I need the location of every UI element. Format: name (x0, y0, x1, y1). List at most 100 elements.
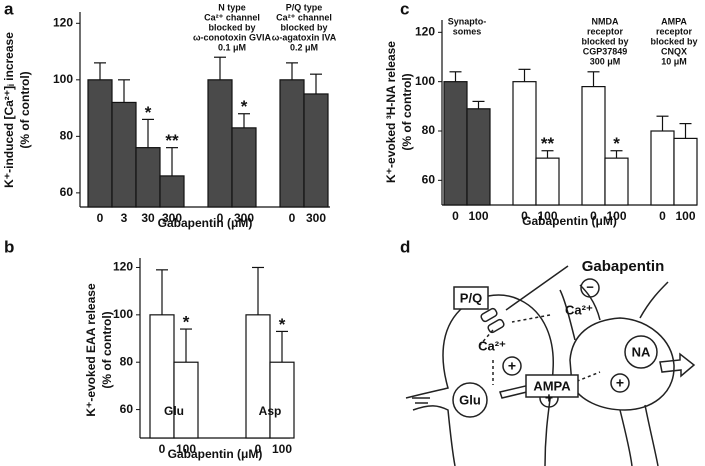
y-tick-label: 80 (120, 354, 134, 368)
plus-sign: + (545, 390, 553, 406)
group-label: NMDA (592, 16, 619, 26)
drug-arrow (505, 265, 569, 311)
bar (207, 79, 233, 208)
x-tick-label: 300 (162, 211, 182, 225)
panel-label: a (4, 0, 14, 18)
panel-label: b (4, 237, 14, 256)
group-label: ω-conotoxin GVIA (193, 32, 272, 42)
x-tick-label: 100 (468, 209, 488, 223)
y-tick-label: 120 (113, 260, 133, 274)
group-label: 10 μM (661, 56, 687, 66)
group-label: blocked by (581, 36, 628, 46)
bar (279, 79, 305, 208)
group-label: N type (218, 2, 246, 12)
channel-label: P/Q (460, 290, 482, 305)
x-tick-label: 0 (659, 209, 666, 223)
group-label: P/Q type (286, 2, 323, 12)
bar (231, 127, 257, 208)
y-axis-label: K⁺-evoked ³H-NA release (384, 41, 398, 183)
x-axis-label: Gabapentin (μM) (158, 216, 253, 230)
glu-vesicle (452, 382, 488, 418)
group-label: blocked by (280, 22, 327, 32)
ampa-label: AMPA (533, 378, 571, 393)
noradrenergic-terminal (569, 317, 675, 411)
x-tick-label: 0 (97, 211, 104, 225)
group-label: Ca²⁺ channel (204, 12, 260, 22)
drug-label: Gabapentin (582, 258, 665, 275)
x-tick-label: 0 (159, 442, 166, 456)
group-label: blocked by (650, 36, 697, 46)
y-tick-label: 100 (113, 307, 133, 321)
channel-icon (480, 307, 498, 323)
y-axis-label: (% of control) (18, 71, 32, 148)
significance: * (241, 97, 248, 116)
y-tick-label: 120 (415, 25, 435, 39)
significance: * (145, 103, 152, 122)
x-tick-label: 0 (590, 209, 597, 223)
bar (135, 147, 161, 208)
group-label: receptor (656, 26, 693, 36)
group-label: CGP37849 (583, 46, 628, 56)
y-axis-label: (% of control) (400, 73, 414, 150)
x-tick-label: 100 (176, 442, 196, 456)
glu-label: Glu (459, 392, 481, 407)
y-tick-label: 60 (422, 173, 436, 187)
x-tick-label: 100 (675, 209, 695, 223)
y-axis-label: K⁺-evoked EAA release (84, 283, 98, 417)
x-tick-label: 300 (234, 211, 254, 225)
x-tick-label: 100 (272, 442, 292, 456)
y-tick-label: 120 (53, 15, 73, 29)
y-axis-label: K⁺-induced [Ca²⁺]ᵢ increase (2, 32, 16, 188)
significance: * (183, 313, 190, 332)
group-label: CNQX (661, 46, 687, 56)
x-tick-label: 300 (306, 211, 326, 225)
group-label: 0.1 μM (218, 42, 246, 52)
significance: * (279, 315, 286, 334)
plus-circle (610, 373, 630, 393)
group-label: blocked by (208, 22, 255, 32)
group-label: Glu (164, 404, 184, 418)
x-axis-label: Gabapentin (μM) (522, 214, 617, 228)
x-axis-label: Gabapentin (μM) (168, 447, 263, 461)
group-label: receptor (587, 26, 624, 36)
ampa-box (525, 374, 579, 398)
bar (303, 93, 329, 208)
x-tick-label: 0 (255, 442, 262, 456)
ca-flux-arrow (511, 314, 551, 323)
x-tick-label: 30 (141, 211, 155, 225)
na-vesicle (624, 335, 658, 369)
x-tick-label: 0 (452, 209, 459, 223)
bar (512, 81, 537, 206)
y-tick-label: 80 (422, 123, 436, 137)
bar (87, 79, 113, 208)
group-label: Asp (259, 404, 282, 418)
channel-box (453, 286, 489, 310)
bar (535, 157, 560, 206)
group-label: somes (453, 26, 482, 36)
diagram (405, 265, 696, 466)
bar (673, 137, 698, 206)
bar (269, 361, 295, 439)
na-release-arrow (659, 352, 696, 378)
bar (173, 361, 199, 439)
group-label: ω-agatoxin IVA (272, 32, 337, 42)
bar (245, 314, 271, 439)
y-tick-label: 60 (60, 185, 74, 199)
significance: ** (165, 131, 179, 150)
x-tick-label: 100 (537, 209, 557, 223)
channel-icon (487, 318, 505, 334)
inhibit-circle (580, 278, 600, 298)
group-label: Synapto- (448, 16, 487, 26)
bar (466, 108, 491, 206)
panel-label: d (400, 237, 410, 256)
y-tick-label: 60 (120, 402, 134, 416)
plus-sign: + (508, 358, 516, 374)
x-tick-label: 0 (521, 209, 528, 223)
ca-label: Ca²⁺ (478, 338, 506, 353)
na-label: NA (632, 344, 651, 359)
bar (159, 175, 185, 208)
y-tick-label: 80 (60, 129, 74, 143)
group-label: 300 μM (590, 56, 621, 66)
bar (604, 157, 629, 206)
y-tick-label: 100 (415, 74, 435, 88)
